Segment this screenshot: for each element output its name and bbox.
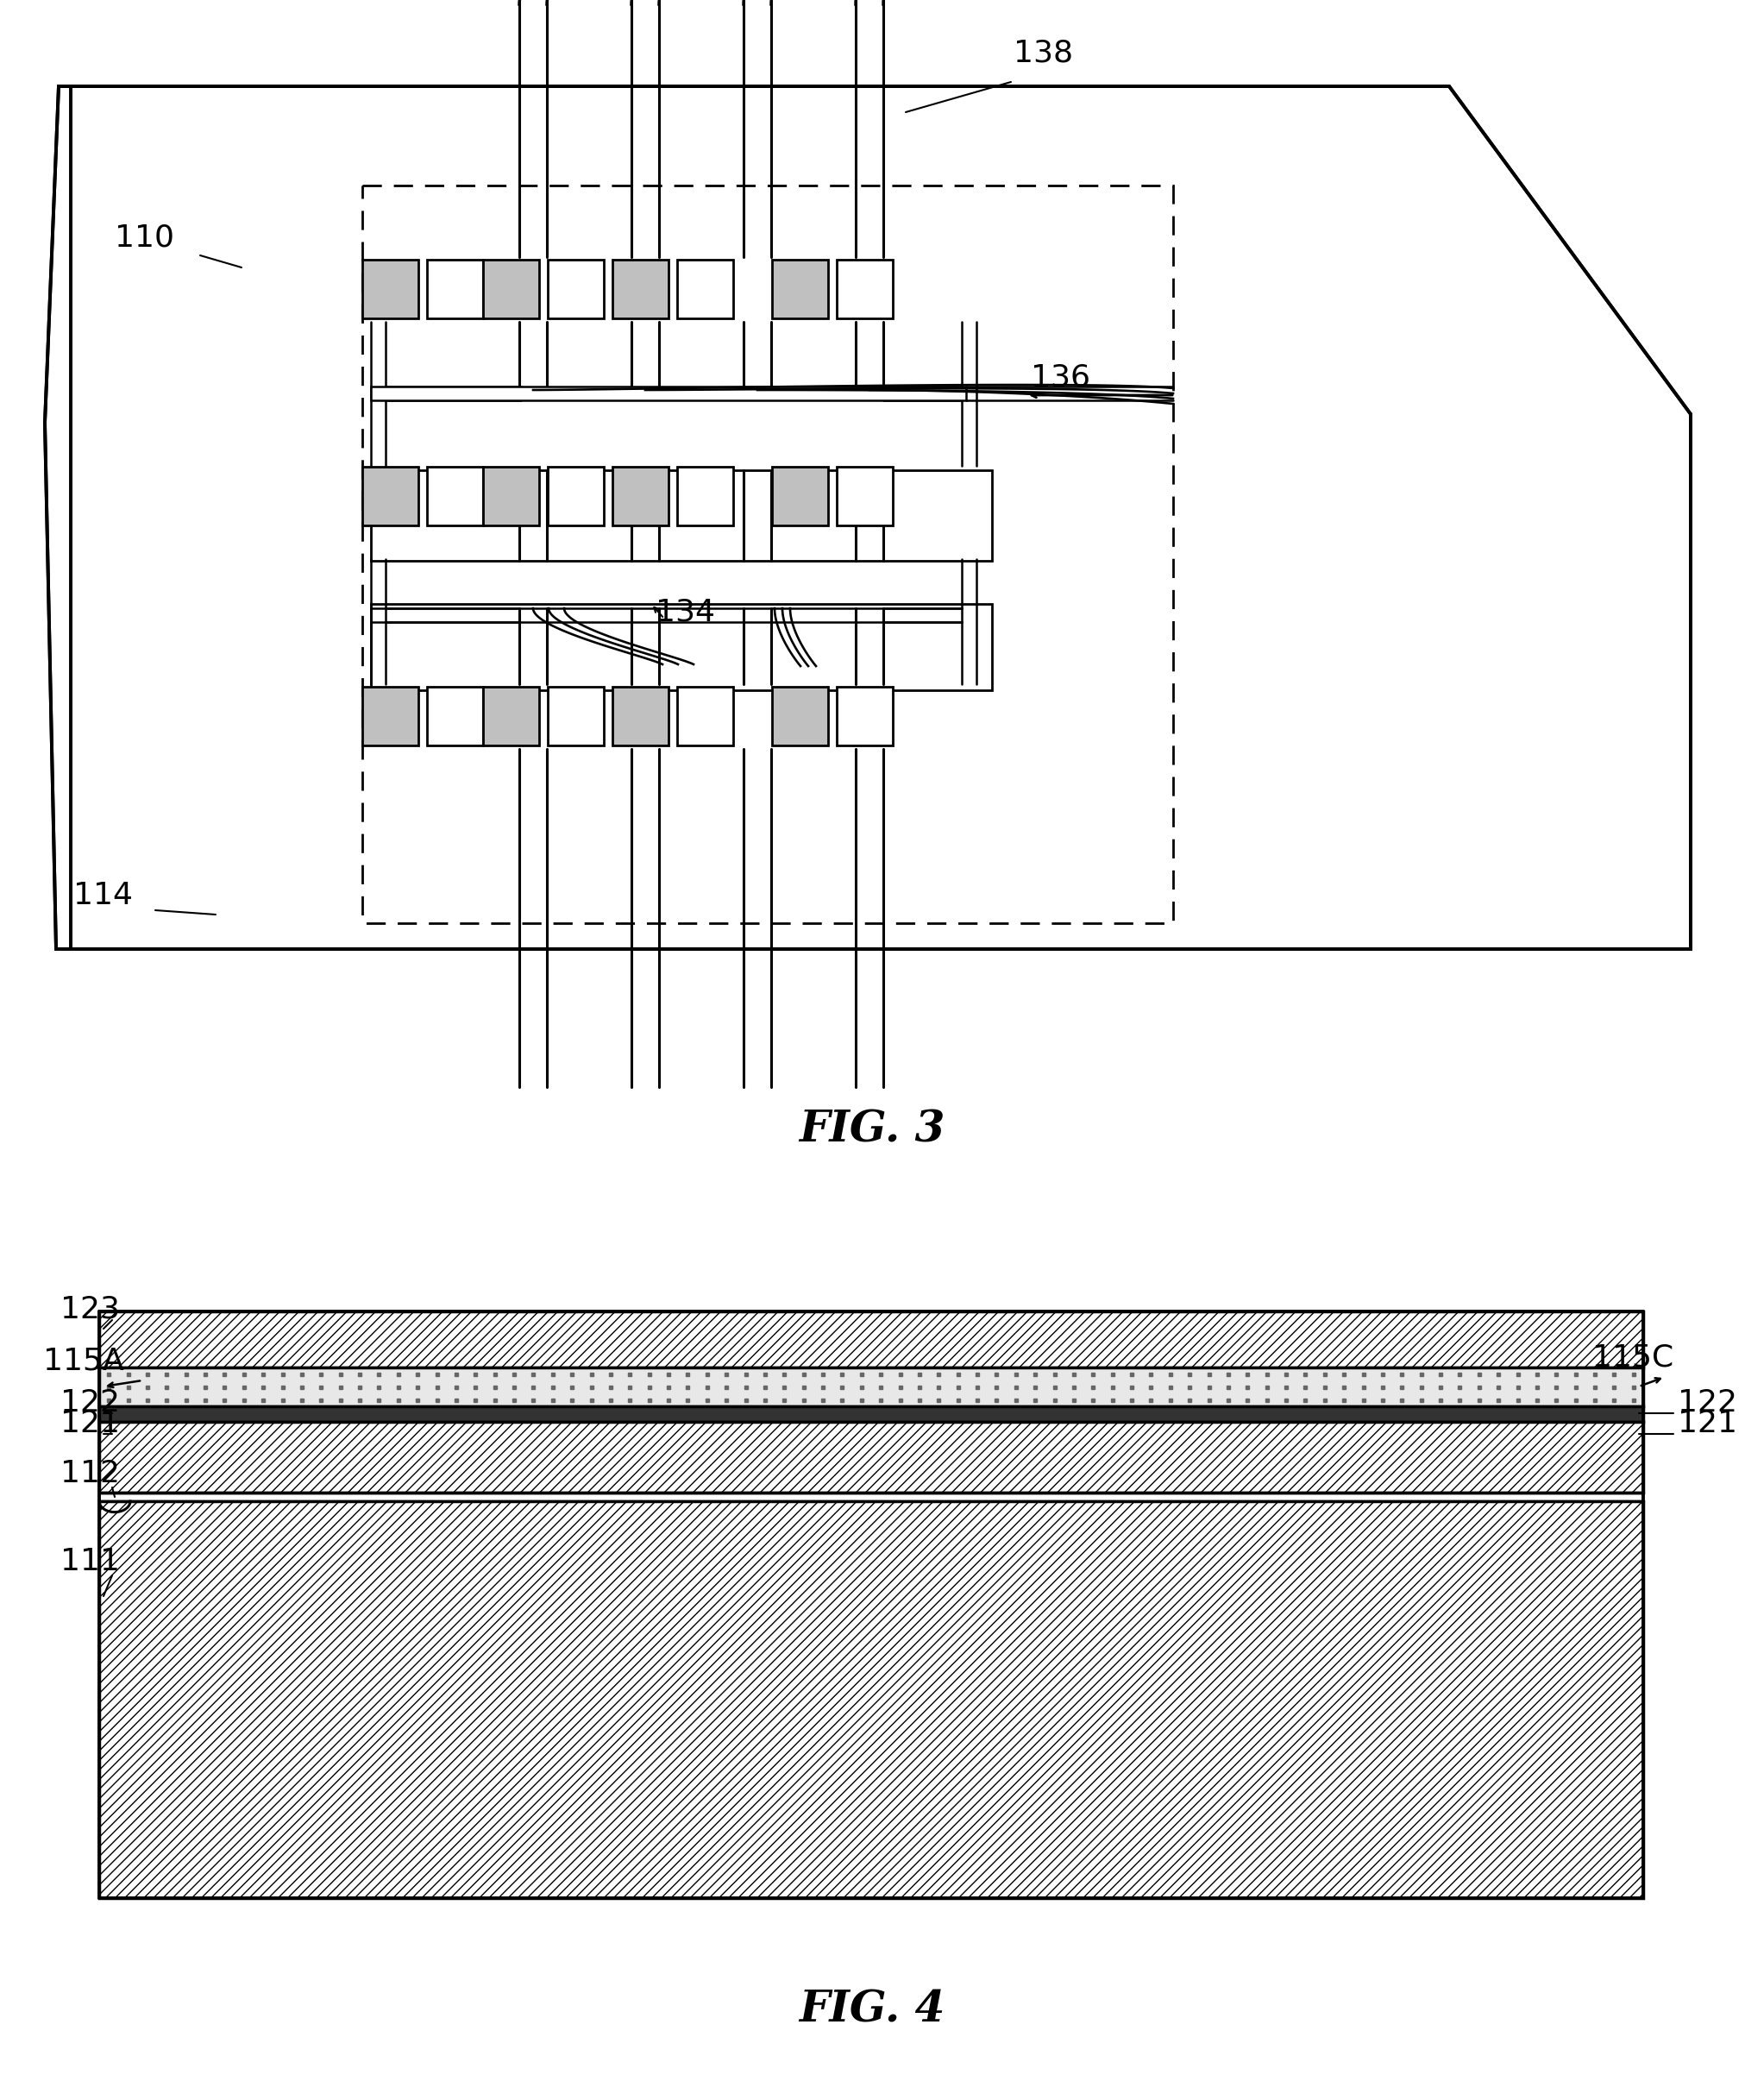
- Bar: [363, 185, 1173, 924]
- Text: FIG. 3: FIG. 3: [799, 1109, 946, 1151]
- Bar: [836, 260, 893, 319]
- Text: 138: 138: [1014, 38, 1073, 67]
- Bar: [428, 260, 483, 319]
- Bar: [372, 386, 967, 401]
- Bar: [548, 260, 604, 319]
- Polygon shape: [72, 86, 1691, 949]
- Text: 114: 114: [73, 880, 133, 909]
- Text: 121: 121: [1677, 1409, 1738, 1439]
- Text: 115A: 115A: [44, 1346, 124, 1376]
- Text: 136: 136: [1031, 363, 1091, 393]
- Text: 110: 110: [115, 223, 174, 252]
- Bar: [428, 687, 483, 746]
- Bar: [99, 1407, 1644, 1422]
- Bar: [612, 466, 668, 525]
- Bar: [548, 466, 604, 525]
- Bar: [677, 687, 733, 746]
- Text: 115C: 115C: [1591, 1342, 1673, 1371]
- Text: 134: 134: [656, 598, 715, 628]
- Text: 122: 122: [61, 1388, 120, 1418]
- Bar: [677, 260, 733, 319]
- Bar: [836, 687, 893, 746]
- Bar: [771, 466, 829, 525]
- Bar: [483, 466, 539, 525]
- Bar: [99, 1367, 1644, 1407]
- Bar: [612, 687, 668, 746]
- Bar: [99, 1502, 1644, 1898]
- Text: 122: 122: [1677, 1388, 1738, 1418]
- Bar: [372, 470, 991, 561]
- Bar: [771, 260, 829, 319]
- Bar: [677, 466, 733, 525]
- Bar: [836, 466, 893, 525]
- Bar: [771, 687, 829, 746]
- Bar: [99, 1310, 1644, 1367]
- Text: FIG. 4: FIG. 4: [799, 1989, 946, 2031]
- Text: 123: 123: [61, 1294, 120, 1323]
- Bar: [363, 260, 419, 319]
- Bar: [612, 260, 668, 319]
- Polygon shape: [45, 86, 72, 949]
- Bar: [483, 260, 539, 319]
- Bar: [372, 605, 991, 691]
- Bar: [99, 1422, 1644, 1493]
- Bar: [428, 466, 483, 525]
- Text: 111: 111: [61, 1548, 120, 1577]
- Bar: [363, 687, 419, 746]
- Bar: [548, 687, 604, 746]
- Text: 112: 112: [61, 1460, 120, 1489]
- Text: 121: 121: [61, 1409, 120, 1439]
- Bar: [363, 466, 419, 525]
- Bar: [483, 687, 539, 746]
